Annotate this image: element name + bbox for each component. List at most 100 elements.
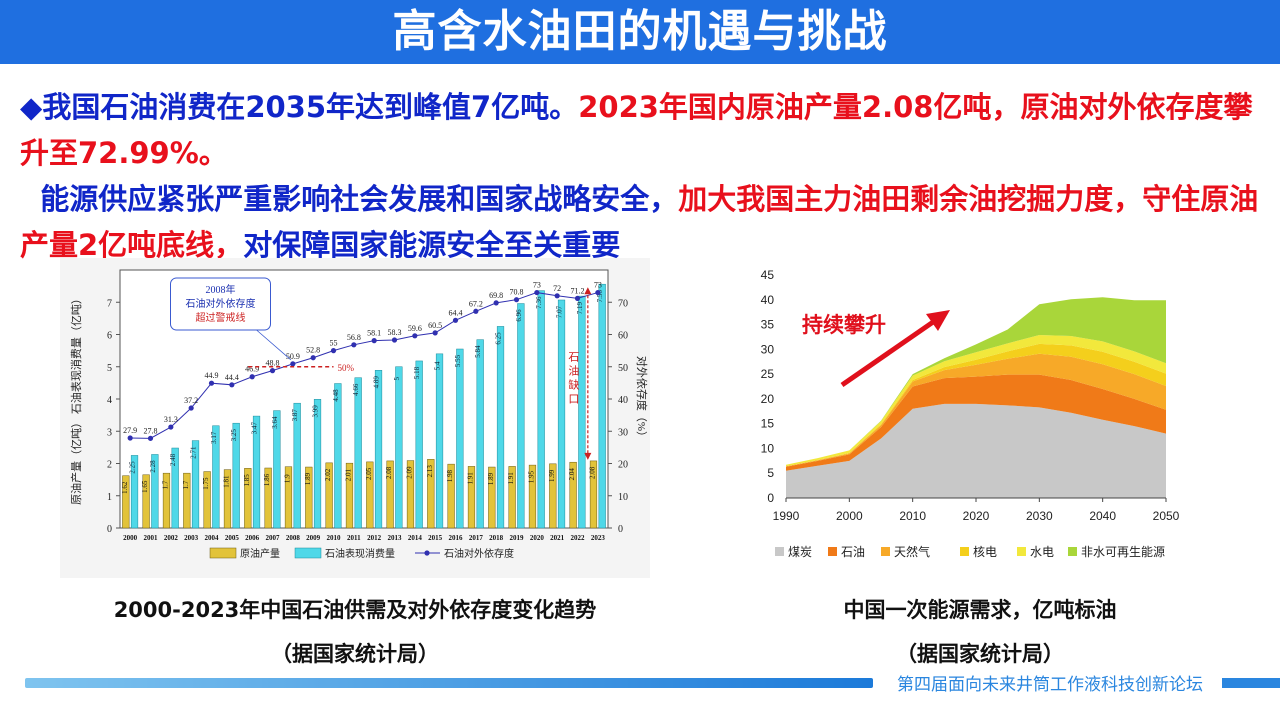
legend-swatch-5: [1017, 547, 1026, 556]
left-axis-tick-label: 3: [107, 427, 112, 438]
y-axis-tick-label: 5: [767, 466, 774, 480]
consumption-bar: [151, 454, 159, 529]
x-axis-tick-label: 2014: [408, 534, 423, 542]
production-bar-label: 1.89: [487, 472, 495, 485]
dependency-point: [452, 317, 459, 323]
x-axis-tick-label: 2022: [571, 534, 586, 542]
dependency-point-label: 46.9: [245, 365, 259, 374]
production-bar: [325, 462, 333, 529]
dependency-point-label: 73: [594, 281, 602, 290]
area-1: [786, 403, 1166, 498]
consumption-bar-label: 3.47: [251, 421, 259, 434]
dependency-point-label: 55: [330, 339, 338, 348]
x-axis-tick-label: 2000: [123, 534, 137, 542]
dependency-point: [310, 355, 316, 361]
dependency-point-label: 59.6: [408, 324, 422, 333]
consumption-bar-label: 2.28: [149, 460, 157, 473]
annotation-box: [170, 277, 271, 331]
dependency-point: [229, 382, 235, 388]
production-bar: [305, 466, 313, 529]
threshold-label: 50%: [338, 363, 355, 373]
x-axis-tick-label: 2002: [164, 534, 179, 542]
left-axis-label: 原油产量（亿吨） 石油表现消费量（亿吨）: [69, 293, 83, 505]
right-caption-line2: （据国家统计局）: [896, 642, 1064, 666]
gap-arrow-up-icon: [584, 287, 592, 295]
consumption-bar: [598, 283, 606, 529]
left-axis-tick-label: 2: [107, 460, 112, 471]
y-axis-tick-label: 10: [761, 441, 775, 455]
production-bar-label: 2.13: [426, 465, 434, 478]
production-bar: [122, 475, 130, 529]
legend-swatch-1: [775, 547, 784, 556]
dependency-point-label: 27.8: [144, 426, 158, 435]
gap-arrow-down-icon: [584, 452, 592, 460]
x-axis-tick-label: 2010: [899, 509, 926, 523]
dependency-point-label: 72: [553, 284, 561, 293]
consumption-bar: [496, 326, 505, 529]
dependency-point: [513, 297, 520, 303]
production-bar-label: 2.01: [344, 469, 352, 482]
right-axis-tick-label: 10: [618, 492, 628, 503]
consumption-bar: [232, 422, 240, 529]
production-bar: [386, 460, 394, 529]
production-bar-label: 1.62: [121, 481, 129, 494]
x-axis-tick-label: 2006: [245, 534, 260, 542]
consumption-bar: [435, 353, 444, 529]
x-axis-tick-label: 2015: [428, 534, 443, 542]
gap-label-char: 口: [568, 393, 579, 405]
y-axis-tick-label: 0: [767, 491, 774, 505]
left-axis-tick-label: 5: [107, 363, 112, 374]
x-axis-tick-label: 2011: [347, 534, 361, 542]
dependency-point: [574, 295, 581, 301]
left-axis-tick-label: 7: [107, 298, 112, 309]
x-axis-tick-label: 2003: [184, 534, 199, 542]
y-axis-tick-label: 35: [761, 318, 775, 332]
consumption-bar-label: 7.56: [596, 290, 604, 303]
consumption-bar: [293, 402, 301, 529]
dependency-point: [391, 337, 398, 343]
trend-arrow-line: [840, 317, 938, 388]
production-bar-label: 1.85: [243, 474, 251, 487]
bullet-paragraph: ◆我国石油消费在2035年达到峰值7亿吨。2023年国内原油产量2.08亿吨，原…: [20, 84, 1260, 268]
legend-label-5: 水电: [1030, 545, 1054, 559]
production-bar-label: 1.95: [527, 470, 535, 483]
x-axis-tick-label: 2004: [205, 534, 220, 542]
production-bar: [488, 466, 496, 529]
dependency-point: [188, 405, 194, 411]
production-bar: [345, 462, 354, 529]
dependency-point: [595, 289, 601, 296]
legend-label-6: 非水可再生能源: [1081, 545, 1165, 559]
production-bar-label: 1.98: [446, 470, 454, 483]
legend-label-2: 石油: [841, 545, 865, 559]
production-bar: [528, 464, 537, 529]
legend-swatch-6: [1068, 547, 1077, 556]
y-axis-tick-label: 25: [761, 367, 775, 381]
production-bar: [589, 460, 598, 529]
consumption-bar-label: 7.19: [576, 301, 584, 314]
production-bar-label: 1.9: [283, 474, 291, 483]
dependency-point-label: 60.5: [428, 321, 442, 330]
x-axis-tick-label: 2007: [266, 534, 281, 542]
x-axis-tick-label: 2008: [286, 534, 301, 542]
dependency-point: [249, 374, 255, 380]
consumption-bar: [171, 447, 179, 529]
production-bar-label: 2.08: [588, 466, 596, 479]
footer-forum-name: 第四届面向未来井筒工作液科技创新论坛: [897, 675, 1203, 695]
left-axis-tick-label: 1: [107, 492, 112, 503]
production-bar-label: 2.05: [365, 467, 373, 480]
x-axis-tick-label: 2050: [1153, 509, 1180, 523]
y-axis-tick-label: 20: [761, 392, 775, 406]
consumption-bar-label: 5.4: [434, 361, 442, 370]
x-axis-tick-label: 2019: [510, 534, 525, 542]
x-axis-tick-label: 2010: [327, 534, 342, 542]
consumption-bar: [517, 303, 525, 529]
production-bar: [203, 471, 211, 529]
x-axis-tick-label: 2020: [530, 534, 545, 542]
consumption-bar-label: 2.48: [169, 453, 177, 466]
dependency-point-label: 58.1: [367, 329, 381, 338]
consumption-bar: [557, 299, 566, 529]
production-bar-label: 1.75: [202, 477, 210, 490]
x-axis-tick-label: 2005: [225, 534, 240, 542]
consumption-bar: [456, 348, 464, 529]
legend-dependency-label: 石油对外依存度: [444, 547, 514, 560]
